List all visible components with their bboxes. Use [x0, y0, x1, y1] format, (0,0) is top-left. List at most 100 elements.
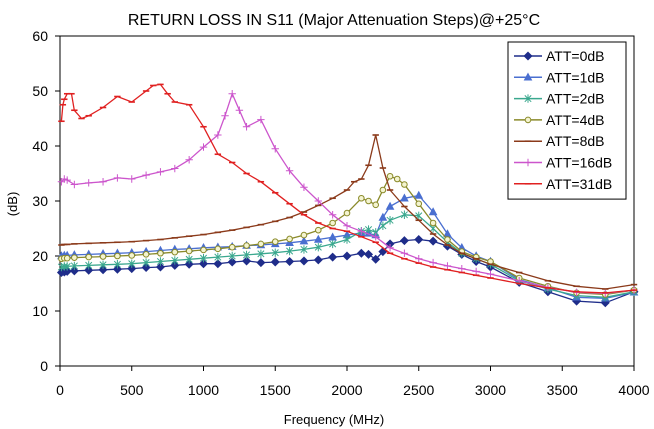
- data-point: [299, 236, 309, 245]
- legend-entry: ATT=0dB: [514, 48, 605, 64]
- data-point: [156, 257, 165, 266]
- data-point: [214, 131, 222, 139]
- data-point: [299, 256, 309, 266]
- data-point: [400, 249, 409, 257]
- data-point: [242, 123, 251, 131]
- data-point: [386, 216, 394, 225]
- y-axis-label: (dB): [5, 192, 20, 217]
- data-point: [415, 200, 423, 208]
- data-point: [285, 238, 294, 246]
- data-point: [329, 239, 337, 249]
- data-point: [199, 143, 208, 151]
- data-point: [313, 255, 323, 265]
- data-point: [198, 259, 209, 269]
- data-point: [228, 243, 236, 251]
- x-tick-label: 0: [56, 382, 64, 398]
- data-point: [213, 259, 223, 269]
- data-point: [399, 236, 409, 246]
- data-point: [315, 226, 322, 234]
- data-point: [113, 174, 122, 182]
- data-point: [84, 265, 94, 275]
- legend-label: ATT=1dB: [546, 69, 605, 85]
- data-point: [271, 145, 279, 153]
- data-point: [214, 245, 222, 253]
- data-point: [365, 197, 372, 205]
- data-point: [300, 183, 308, 191]
- data-point: [235, 106, 244, 114]
- x-tick-label: 500: [120, 382, 144, 398]
- x-tick-label: 2000: [331, 382, 362, 398]
- series-att-0db: [56, 234, 639, 308]
- data-point: [256, 258, 266, 268]
- data-point: [242, 256, 252, 266]
- data-point: [270, 257, 280, 267]
- data-point: [99, 260, 107, 269]
- x-tick-label: 3500: [547, 382, 578, 398]
- data-point: [99, 253, 107, 260]
- legend-label: ATT=8dB: [546, 133, 605, 149]
- data-point: [185, 247, 193, 255]
- y-tick-label: 20: [32, 248, 48, 264]
- y-tick-label: 0: [40, 358, 48, 374]
- y-tick-label: 60: [32, 28, 48, 44]
- data-point: [286, 246, 294, 256]
- data-point: [400, 193, 409, 202]
- legend-swatch-marker: [524, 158, 532, 167]
- data-point: [128, 259, 136, 268]
- data-point: [300, 231, 308, 239]
- x-tick-label: 1500: [260, 382, 291, 398]
- data-point: [372, 233, 380, 241]
- data-point: [184, 259, 194, 269]
- data-point: [257, 115, 265, 124]
- series-att-8db: [58, 134, 638, 290]
- data-point: [85, 253, 92, 261]
- data-point: [343, 209, 351, 217]
- chart-title: RETURN LOSS IN S11 (Major Attenuation St…: [128, 12, 540, 29]
- data-point: [156, 168, 165, 176]
- data-point: [486, 270, 495, 278]
- data-point: [313, 234, 323, 243]
- data-point: [356, 248, 366, 258]
- data-point: [127, 264, 137, 274]
- data-point: [228, 90, 236, 98]
- y-tick-label: 10: [32, 303, 48, 319]
- data-point: [141, 263, 151, 273]
- data-point: [171, 256, 179, 265]
- legend-entry: ATT=4dB: [514, 112, 605, 128]
- data-point: [199, 254, 208, 263]
- data-point: [314, 197, 322, 205]
- data-point: [379, 186, 387, 194]
- data-point: [99, 178, 107, 186]
- x-axis-label: Frequency (MHz): [284, 412, 384, 427]
- data-point: [200, 246, 207, 254]
- data-point: [142, 171, 150, 179]
- data-point: [393, 175, 401, 183]
- plot-area: 0 10 20 30 40 50 60 0 500 1000 1500 2000 2500 3000 350…: [32, 28, 649, 398]
- legend-swatch-marker: [523, 72, 533, 81]
- data-point: [221, 112, 229, 120]
- data-point: [378, 212, 388, 221]
- data-point: [458, 264, 466, 273]
- x-tick-label: 4000: [618, 382, 649, 398]
- legend-entry: ATT=16dB: [514, 155, 612, 171]
- data-point: [386, 244, 394, 252]
- data-point: [285, 167, 294, 175]
- data-point: [214, 252, 222, 262]
- data-point: [472, 267, 480, 276]
- data-point: [328, 211, 337, 219]
- data-point: [257, 240, 265, 248]
- data-point: [142, 251, 150, 258]
- legend-label: ATT=31dB: [546, 176, 612, 192]
- data-point: [371, 254, 381, 264]
- data-point: [443, 262, 452, 270]
- data-point: [271, 248, 279, 257]
- data-point: [357, 227, 366, 235]
- data-point: [271, 238, 279, 245]
- x-tick-label: 3000: [475, 382, 506, 398]
- data-point: [364, 249, 374, 259]
- legend: ATT=0dB ATT=1dB ATT=2dB ATT=4dB ATT=8dB ATT=1…: [507, 41, 627, 200]
- data-point: [171, 164, 179, 173]
- data-point: [328, 252, 338, 262]
- data-point: [285, 256, 295, 267]
- data-point: [227, 257, 237, 267]
